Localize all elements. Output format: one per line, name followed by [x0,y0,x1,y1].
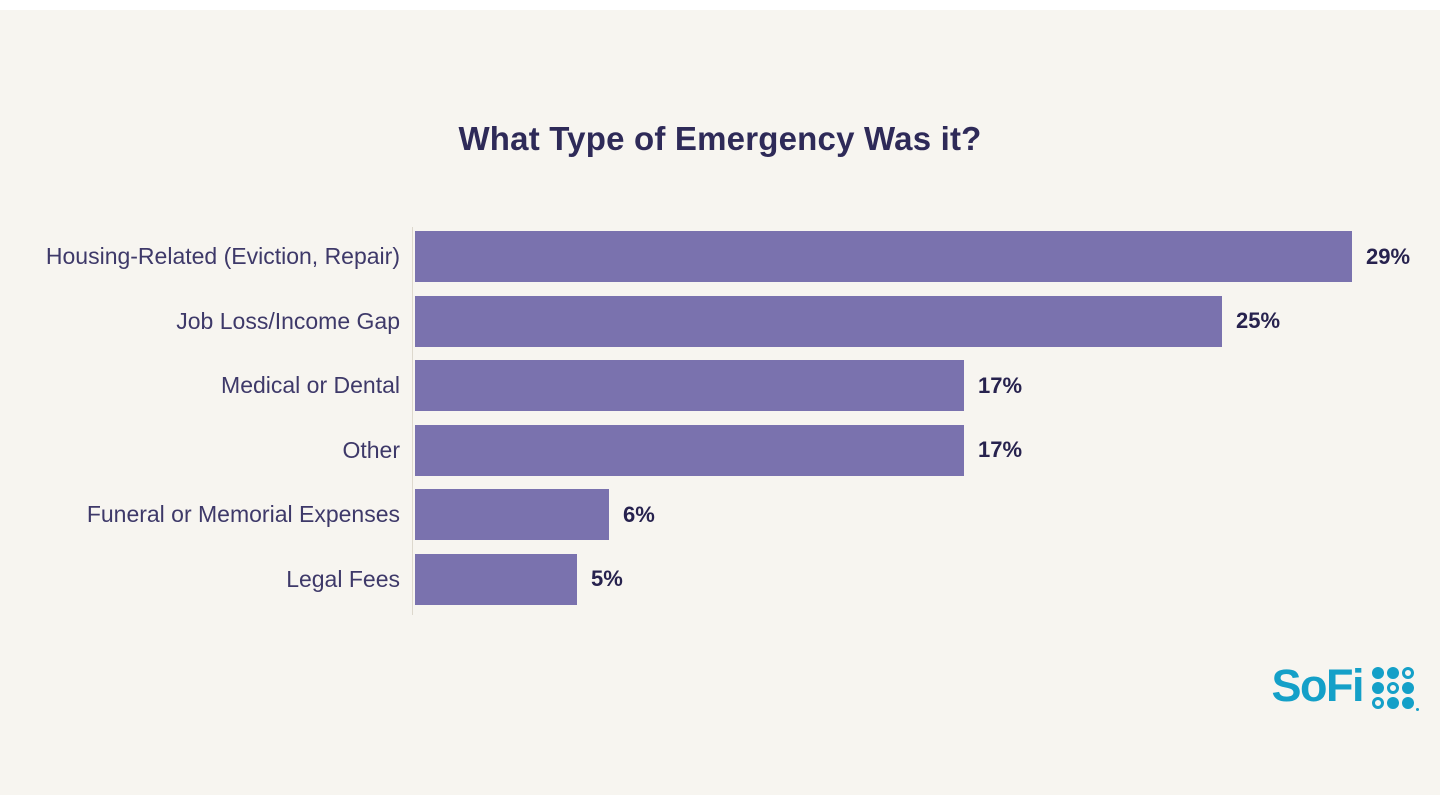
value-label: 17% [978,372,1023,398]
category-label: Housing-Related (Eviction, Repair) [45,243,400,270]
bar [415,489,609,540]
category-label: Medical or Dental [221,372,400,399]
logo-filled-dot-icon [1387,667,1399,679]
bar-row: Housing-Related (Eviction, Repair) 29% [0,231,1440,282]
bar-wrap: 17% [415,360,1022,411]
bar-rows: Housing-Related (Eviction, Repair) 29% J… [0,231,1440,618]
bar-row: Funeral or Memorial Expenses 6% [0,489,1440,540]
bar-wrap: 17% [415,424,1023,476]
bar-wrap: 25% [415,295,1281,347]
sofi-logo: SoFi [1271,660,1419,712]
logo-filled-dot-icon [1402,697,1414,709]
bar-row: Other 17% [0,424,1440,476]
bar-row: Legal Fees 5% [0,553,1440,605]
category-label: Legal Fees [286,565,400,592]
logo-ring-dot-icon [1372,697,1384,709]
bar [415,295,1222,347]
bar-wrap: 5% [415,553,623,605]
category-label: Other [342,436,400,463]
category-label: Funeral or Memorial Expenses [86,501,400,528]
value-label: 17% [978,437,1023,462]
category-label: Job Loss/Income Gap [176,307,400,334]
bar [415,424,964,476]
logo-filled-dot-icon [1372,682,1384,694]
logo-filled-dot-icon [1402,682,1414,694]
bar-wrap: 6% [415,489,655,540]
value-label: 6% [623,501,655,527]
sofi-logo-text: SoFi [1271,660,1365,711]
bar-row: Medical or Dental 17% [0,360,1440,411]
bar [415,360,964,411]
bar-wrap: 29% [415,231,1410,282]
bar [415,553,577,605]
logo-filled-dot-icon [1372,667,1384,679]
bar [415,231,1352,282]
sofi-logo-dots-icon [1372,667,1419,711]
logo-filled-dot-icon [1387,697,1399,709]
y-axis-line [412,227,413,615]
registered-mark-dot [1416,708,1419,711]
logo-ring-dot-icon [1387,682,1399,694]
logo-ring-dot-icon [1402,667,1414,679]
value-label: 25% [1236,308,1281,333]
chart-panel: What Type of Emergency Was it? Housing-R… [0,10,1440,795]
bar-row: Job Loss/Income Gap 25% [0,295,1440,347]
value-label: 5% [591,566,623,591]
chart-title: What Type of Emergency Was it? [458,120,982,157]
value-label: 29% [1366,243,1411,269]
